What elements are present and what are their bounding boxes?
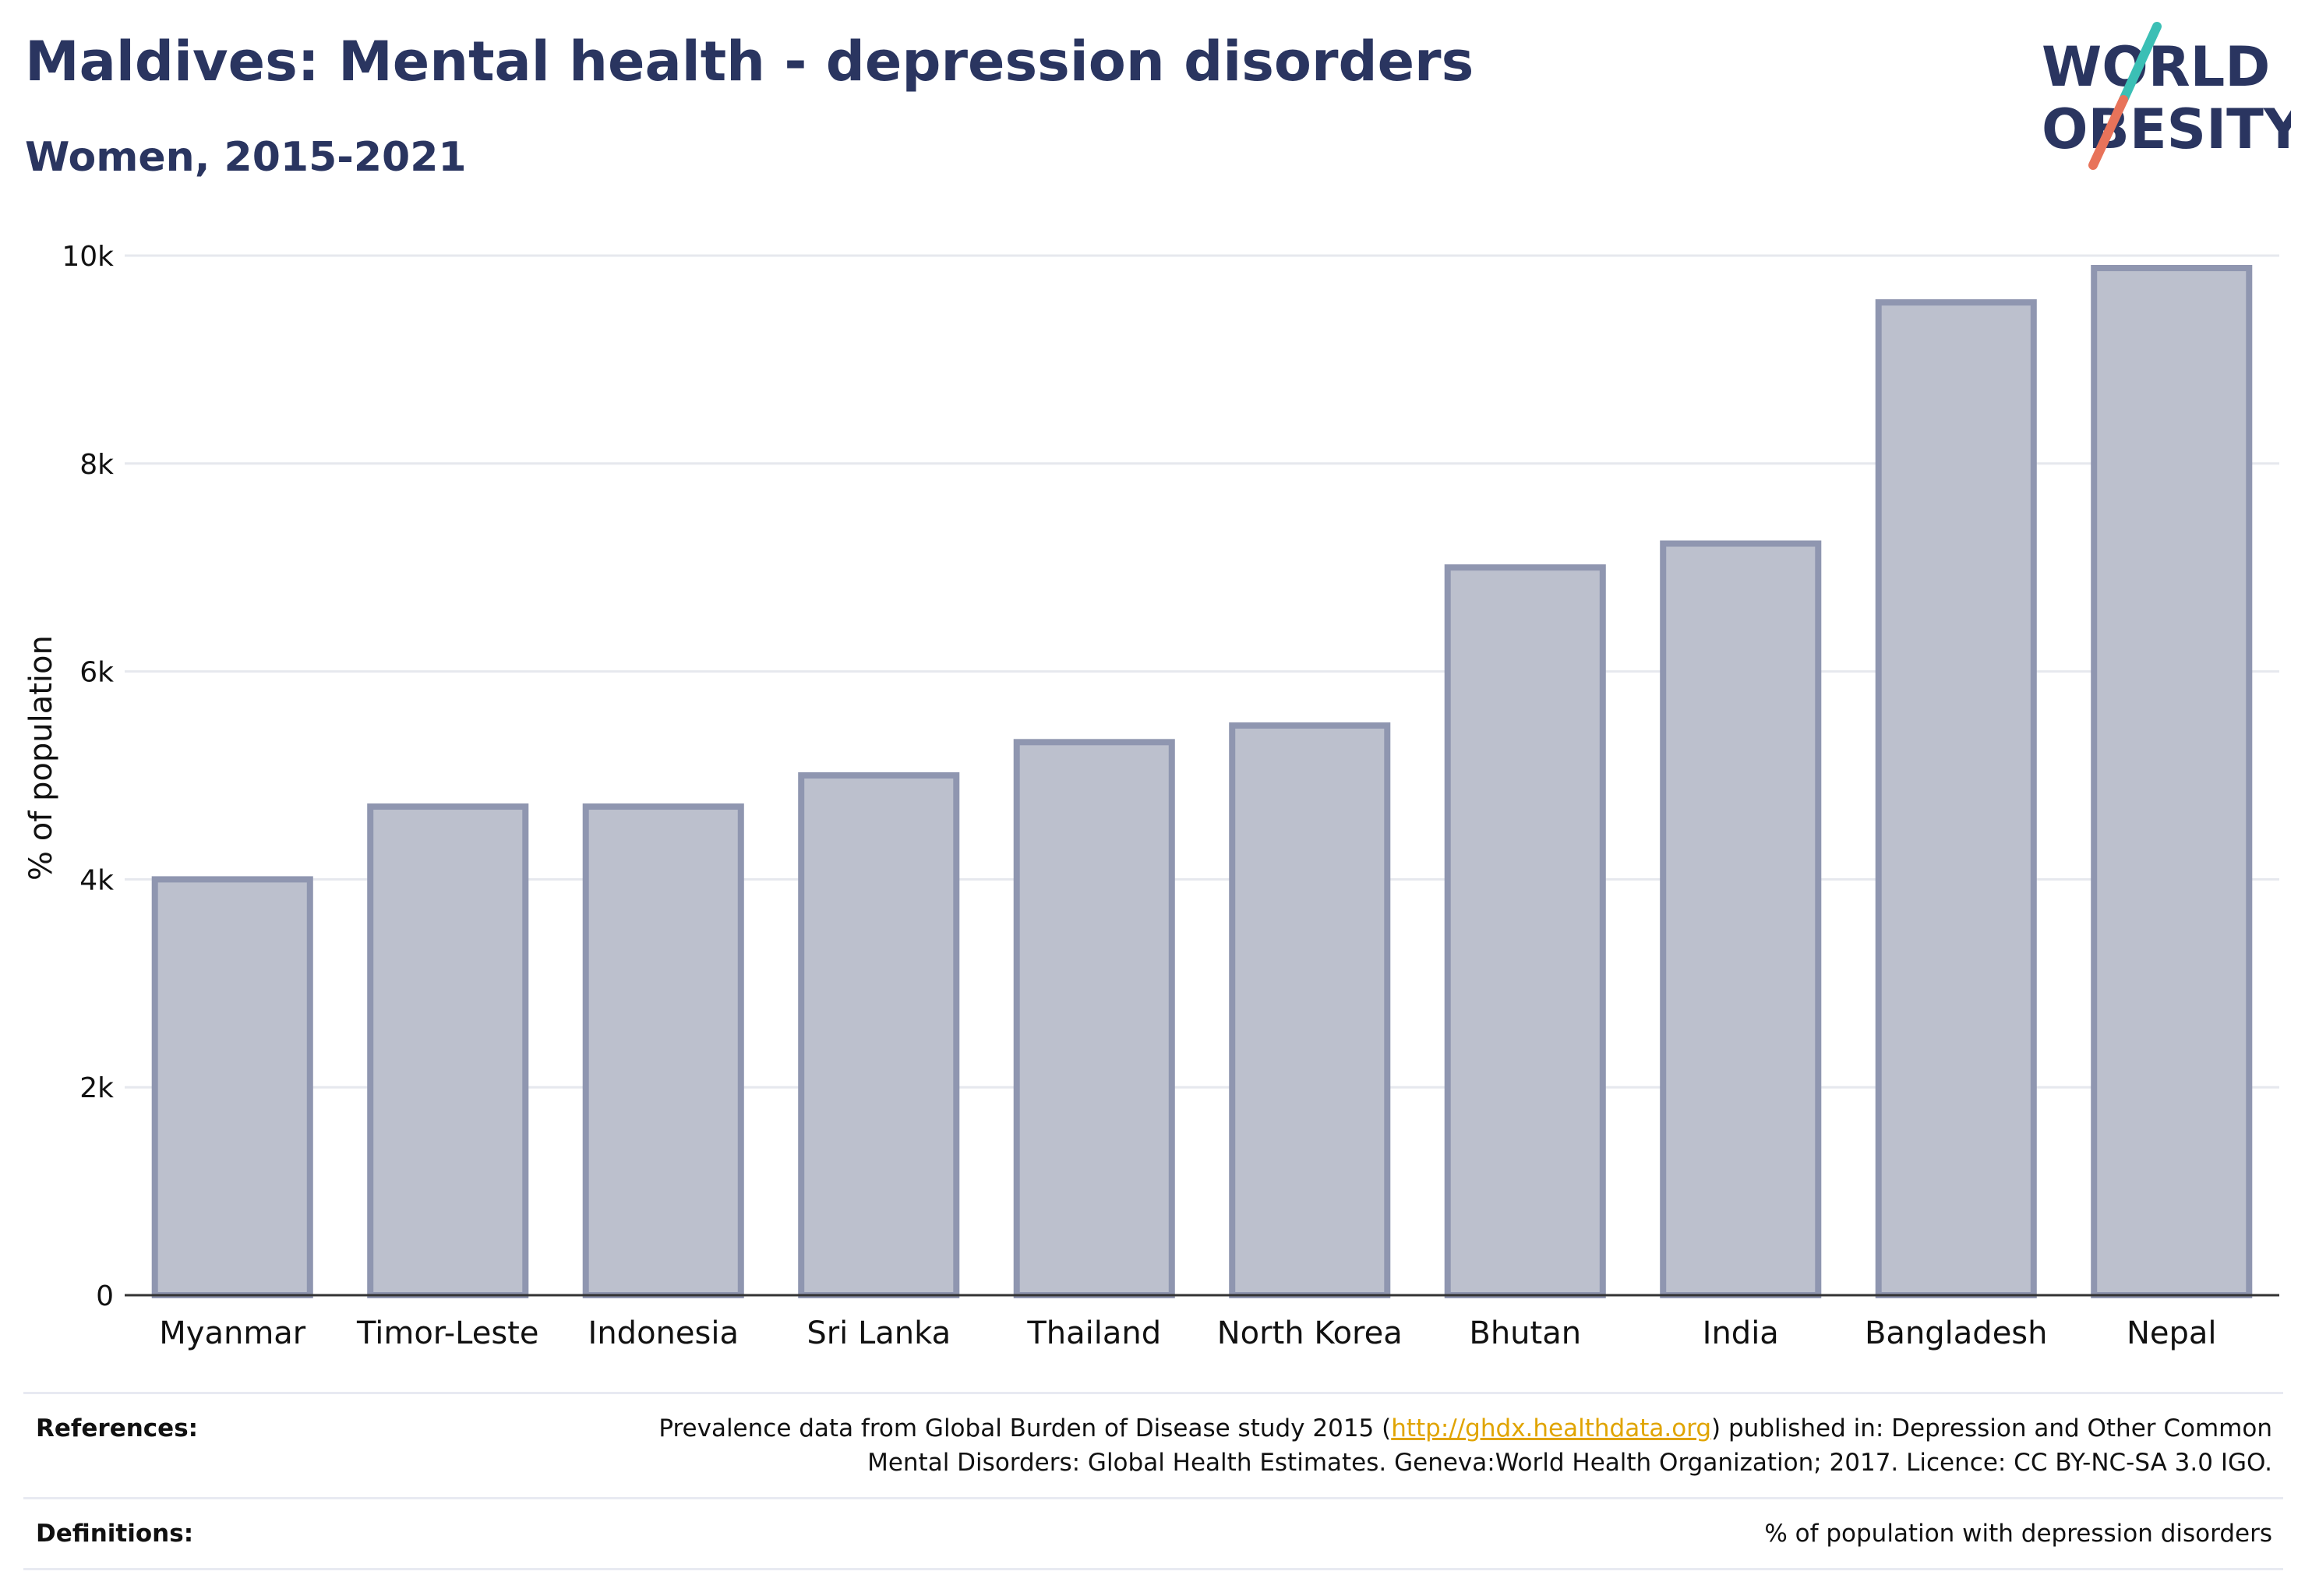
bar[interactable] [1875,299,2037,1298]
x-tick-label: Bangladesh [1865,1315,2048,1351]
bar[interactable] [1013,739,1175,1298]
references-text: Prevalence data from Global Burden of Di… [658,1394,2283,1497]
bar[interactable] [582,803,744,1298]
x-tick-label: Sri Lanka [807,1315,951,1351]
y-tick-label: 0 [96,1280,114,1312]
references-text-post: ) published in: Depression and Other Com… [1711,1414,2272,1442]
bar[interactable] [1229,722,1391,1298]
references-text-pre: Prevalence data from Global Burden of Di… [658,1414,1392,1442]
chart-title: Maldives: Mental health - depression dis… [25,30,1474,94]
bar-chart: 0 2k 4k 6k 8k 10k Myanmar Timor-Leste Indonesia… [62,241,2279,1351]
references-link[interactable]: http://ghdx.healthdata.org [1391,1414,1712,1442]
definitions-label: Definitions: [36,1520,194,1548]
x-tick-label: Thailand [1026,1315,1161,1351]
x-tick-label: Myanmar [159,1315,306,1351]
bar[interactable] [151,876,313,1298]
y-tick-label: 2k [79,1072,114,1104]
x-tick-label: North Korea [1217,1315,1403,1351]
references-label: References: [36,1414,199,1442]
x-tick-label: Bhutan [1469,1315,1581,1351]
references-text-line2: Mental Disorders: Global Health Estimate… [867,1449,2272,1477]
bar[interactable] [1660,540,1822,1298]
logo-line2: OBESITY [2042,97,2291,161]
definitions-row: Definitions: % of population with depres… [23,1497,2283,1570]
x-tick-label: Nepal [2127,1315,2217,1351]
x-tick-label: Indonesia [588,1315,739,1351]
bar[interactable] [2091,265,2253,1298]
y-tick-label: 4k [79,864,114,896]
chart-subtitle: Women, 2015-2021 [25,134,467,181]
footer: References: Prevalence data from Global … [23,1392,2283,1570]
y-axis-label: % of population [23,635,59,881]
bar[interactable] [798,772,960,1298]
x-tick-label: India [1703,1315,1779,1351]
definitions-text: % of population with depression disorder… [1764,1520,2272,1548]
x-tick-label: Timor-Leste [356,1315,538,1351]
bar[interactable] [367,803,529,1298]
world-obesity-logo: WORLD OBESITY [2042,22,2291,170]
logo-line1: WORLD [2042,35,2270,99]
bar[interactable] [1444,564,1606,1298]
y-tick-label: 8k [79,449,114,481]
y-tick-label: 6k [79,657,114,689]
references-row: References: Prevalence data from Global … [23,1392,2283,1497]
y-tick-label: 10k [62,241,114,273]
